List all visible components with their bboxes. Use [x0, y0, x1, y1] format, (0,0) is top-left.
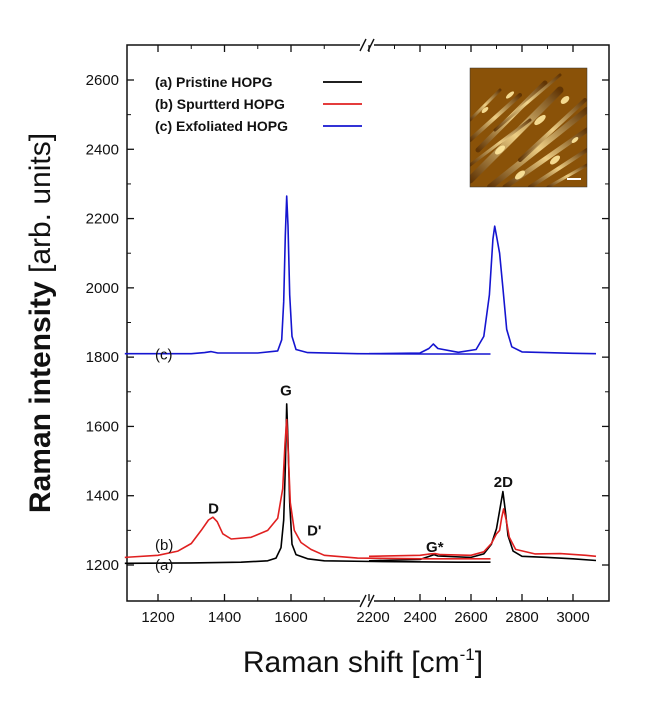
afm-ridge	[493, 73, 562, 132]
y-axis-title-bold: Raman intensity	[24, 281, 57, 513]
afm-inset-scale-bar	[567, 178, 581, 180]
afm-ridge	[487, 107, 587, 187]
afm-ridge	[470, 118, 532, 167]
y-tick-label: 2600	[86, 72, 119, 89]
legend-label: (a) Pristine HOPG	[155, 74, 273, 90]
legend-label: (b) Spurtterd HOPG	[155, 96, 285, 112]
afm-highlight	[560, 96, 570, 104]
x-axis-title-sup: -1	[460, 645, 475, 664]
x-axis-title: Raman shift [cm-1]	[243, 645, 483, 679]
peak-label: D	[208, 501, 219, 518]
legend-label: (c) Exfoliated HOPG	[155, 118, 288, 134]
peak-label: D'	[307, 523, 321, 540]
x-tick-label: 2400	[403, 609, 436, 626]
afm-inset-image	[469, 67, 588, 188]
afm-ridge	[470, 86, 564, 184]
y-tick-label: 1400	[86, 488, 119, 505]
axis-ticks	[127, 45, 609, 601]
x-tick-label: 2800	[505, 609, 538, 626]
axis-tick-labels: 1200 1400 1600 2200 2400 2600 2800 3000 1200 1400…	[86, 72, 590, 626]
series-line-sputtered	[124, 418, 491, 560]
afm-highlight	[571, 137, 579, 143]
y-axis-title: Raman intensity [arb. units]	[24, 133, 57, 513]
y-tick-label: 2200	[86, 211, 119, 228]
afm-ridge	[546, 163, 587, 187]
series-layer	[124, 195, 597, 565]
x-tick-label: 2600	[454, 609, 487, 626]
x-tick-label: 1400	[208, 609, 241, 626]
y-tick-label: 2400	[86, 141, 119, 158]
x-axis-title-main: Raman shift [cm	[243, 646, 460, 679]
afm-ridge	[528, 148, 587, 187]
peak-label: 2D	[494, 474, 513, 491]
y-tick-label: 1600	[86, 418, 119, 435]
peak-label: G	[280, 382, 292, 399]
curve-label: (a)	[155, 557, 173, 574]
afm-highlight	[481, 107, 489, 113]
axis-break-gap-top	[360, 39, 374, 51]
afm-highlight	[495, 145, 505, 155]
y-tick-label: 1800	[86, 349, 119, 366]
peak-label: G*	[426, 539, 444, 556]
x-tick-label: 1600	[274, 609, 307, 626]
x-tick-label: 2200	[356, 609, 389, 626]
series-line-pristine	[368, 490, 597, 562]
x-tick-label: 1200	[141, 609, 174, 626]
curve-label: (c)	[155, 346, 173, 363]
series-line-exfoliated	[368, 225, 597, 355]
series-line-exfoliated	[124, 195, 491, 355]
afm-highlight	[534, 114, 546, 126]
axis-break-mark-bottom	[359, 594, 375, 608]
afm-ridge	[470, 88, 502, 122]
series-line-sputtered	[368, 508, 597, 558]
x-tick-label: 3000	[556, 609, 589, 626]
axis-break-gap-bottom	[360, 595, 374, 607]
y-axis-title-rest: [arb. units]	[24, 133, 57, 281]
curve-labels: (a) (b) (c)	[155, 346, 173, 574]
y-tick-label: 1200	[86, 557, 119, 574]
x-axis-title-end: ]	[475, 646, 483, 679]
afm-highlight	[515, 170, 525, 180]
legend: (a) Pristine HOPG (b) Spurtterd HOPG (c) E…	[155, 74, 362, 134]
afm-highlight	[550, 155, 560, 165]
afm-highlight	[505, 91, 515, 99]
afm-ridge	[518, 98, 587, 162]
afm-ridge	[470, 93, 522, 142]
curve-label: (b)	[155, 537, 173, 554]
peak-annotations: D G D' G* 2D	[208, 382, 513, 556]
y-tick-label: 2000	[86, 280, 119, 297]
